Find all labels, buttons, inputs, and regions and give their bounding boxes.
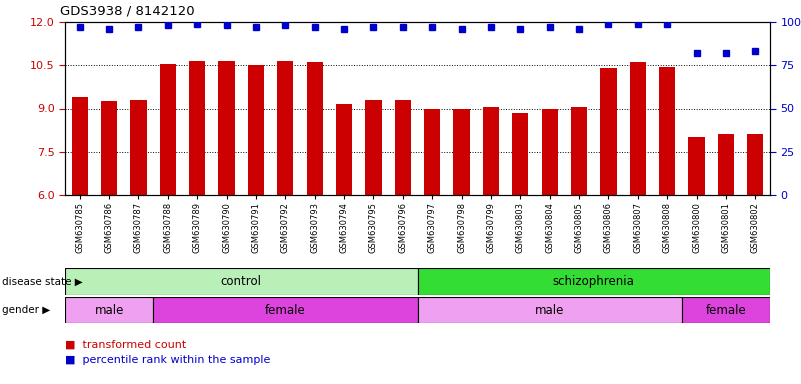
Bar — [65, 297, 153, 323]
Bar — [65, 268, 417, 295]
Text: schizophrenia: schizophrenia — [553, 275, 634, 288]
Bar — [571, 107, 587, 195]
Text: gender ▶: gender ▶ — [2, 305, 50, 315]
Bar — [483, 107, 499, 195]
Bar — [541, 109, 557, 195]
Text: female: female — [706, 303, 747, 316]
Bar — [417, 297, 682, 323]
Text: ■  transformed count: ■ transformed count — [65, 340, 187, 350]
Text: control: control — [221, 275, 262, 288]
Bar — [424, 109, 441, 195]
Bar — [453, 109, 469, 195]
Bar — [512, 113, 529, 195]
Bar — [153, 297, 417, 323]
Bar — [395, 100, 411, 195]
Bar — [630, 62, 646, 195]
Bar — [101, 101, 117, 195]
Bar — [219, 61, 235, 195]
Bar — [718, 134, 734, 195]
Bar — [682, 297, 770, 323]
Bar — [747, 134, 763, 195]
Bar — [689, 137, 705, 195]
Bar — [307, 62, 323, 195]
Bar — [601, 68, 617, 195]
Bar — [336, 104, 352, 195]
Bar — [417, 268, 770, 295]
Text: female: female — [265, 303, 306, 316]
Bar — [659, 67, 675, 195]
Bar — [365, 100, 381, 195]
Text: male: male — [95, 303, 123, 316]
Bar — [159, 64, 176, 195]
Text: ■  percentile rank within the sample: ■ percentile rank within the sample — [65, 355, 271, 365]
Bar — [71, 97, 88, 195]
Bar — [131, 100, 147, 195]
Text: disease state ▶: disease state ▶ — [2, 276, 83, 286]
Text: GDS3938 / 8142120: GDS3938 / 8142120 — [60, 5, 195, 18]
Bar — [277, 61, 293, 195]
Text: male: male — [535, 303, 565, 316]
Bar — [248, 65, 264, 195]
Bar — [189, 61, 205, 195]
